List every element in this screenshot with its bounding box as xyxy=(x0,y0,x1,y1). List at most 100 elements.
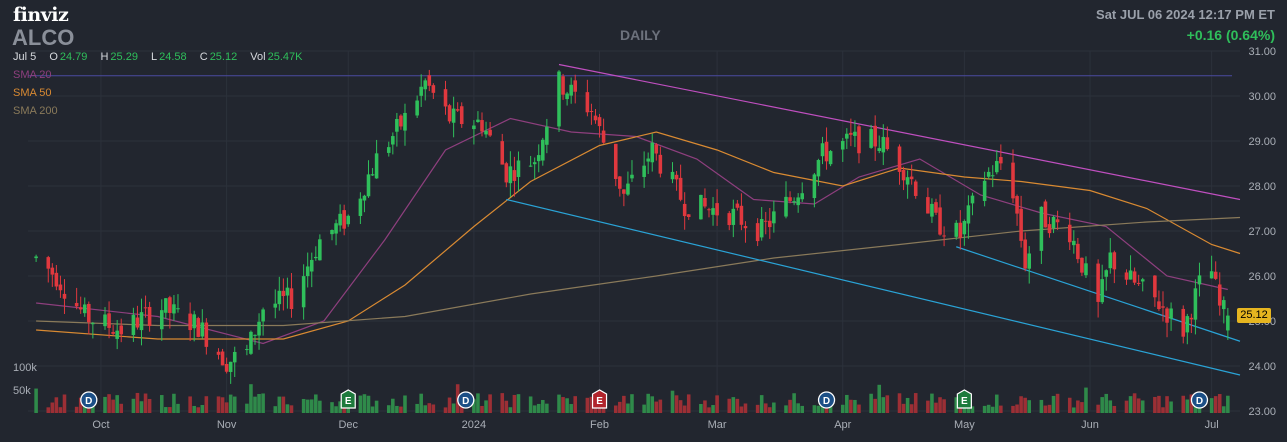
volume-bar xyxy=(427,403,432,413)
volume-bar xyxy=(374,400,379,413)
volume-bar xyxy=(62,394,67,413)
candle-body xyxy=(334,223,338,234)
candle-body xyxy=(707,209,711,211)
candle-body xyxy=(982,180,987,201)
candle-body xyxy=(585,92,590,113)
volume-bar xyxy=(654,401,659,413)
candle-body xyxy=(472,125,476,130)
candle-body xyxy=(768,220,772,228)
volume-bar xyxy=(1132,393,1137,413)
trendline-lower xyxy=(506,198,1241,376)
candle-body xyxy=(1222,300,1226,310)
volume-bar xyxy=(658,399,663,413)
volume-bar xyxy=(703,400,707,413)
volume-bar xyxy=(1039,399,1044,413)
volume-bar xyxy=(731,397,736,413)
legend-sma50[interactable]: SMA 50 xyxy=(13,87,52,99)
candle-body xyxy=(403,112,407,131)
volume-bar xyxy=(301,398,306,413)
volume-bar xyxy=(1047,404,1052,413)
candle-body xyxy=(459,106,464,125)
low-value: 24.58 xyxy=(159,51,187,63)
volume-bar xyxy=(812,405,817,413)
candle-body xyxy=(168,297,172,313)
candle-body xyxy=(954,222,959,237)
candle-body xyxy=(622,189,626,194)
volume-bar xyxy=(115,395,119,413)
volume-bar xyxy=(1080,402,1084,413)
candle-body xyxy=(257,321,261,336)
volume-bar xyxy=(1108,400,1113,413)
candle-body xyxy=(431,85,436,93)
candle-body xyxy=(338,213,342,226)
volume-bar xyxy=(249,384,253,413)
candle-body xyxy=(1027,253,1031,269)
volume-bar xyxy=(743,403,748,413)
candle-body xyxy=(913,181,918,196)
volume-bar xyxy=(451,403,456,413)
candle-body xyxy=(735,203,740,208)
volume-bar xyxy=(642,404,646,413)
volume-bar xyxy=(415,403,419,413)
candle-body xyxy=(938,207,942,235)
candle-body xyxy=(196,318,201,337)
event-label: D xyxy=(462,396,469,407)
volume-bar xyxy=(528,396,533,413)
volume-bar xyxy=(362,394,367,413)
candle-body xyxy=(318,239,322,261)
volume-bar xyxy=(289,405,294,413)
volume-bar xyxy=(224,402,229,413)
candle-body xyxy=(703,198,707,207)
candle-body xyxy=(630,174,634,179)
volume-bar xyxy=(589,396,594,413)
candle-body xyxy=(58,284,63,291)
volume-bar xyxy=(139,401,144,413)
candle-body xyxy=(678,177,683,200)
volume-bar xyxy=(159,395,164,413)
candle-body xyxy=(565,93,569,100)
volume-bar xyxy=(1112,405,1117,413)
candle-body xyxy=(500,141,505,165)
candle-body xyxy=(905,177,910,185)
candle-body xyxy=(613,143,618,179)
finviz-logo[interactable]: finviz xyxy=(13,4,69,26)
candle-body xyxy=(330,229,334,235)
candle-body xyxy=(455,109,460,111)
sma-line-sma200 xyxy=(36,216,1241,327)
volume-bar xyxy=(630,394,634,413)
legend-sma20[interactable]: SMA 20 xyxy=(13,69,52,81)
volume-bar xyxy=(901,403,906,413)
volume-bar xyxy=(800,405,805,413)
timeframe-label: DAILY xyxy=(620,27,661,43)
legend-sma200[interactable]: SMA 200 xyxy=(13,105,58,117)
candle-body xyxy=(1039,206,1044,251)
volume-bar xyxy=(74,406,79,413)
volume-bar xyxy=(1011,405,1015,413)
candle-body xyxy=(772,211,776,224)
volume-bar xyxy=(480,405,484,413)
volume-bar xyxy=(1153,396,1157,413)
event-label: D xyxy=(823,396,830,407)
candle-body xyxy=(853,131,857,136)
candle-body xyxy=(480,120,484,132)
candle-body xyxy=(281,290,286,297)
y-tick-label: 23.00 xyxy=(1248,406,1276,418)
candle-body xyxy=(1067,224,1072,243)
volume-bar xyxy=(103,396,107,413)
volume-bar xyxy=(934,402,938,413)
candle-body xyxy=(788,197,792,201)
volume-bar xyxy=(913,393,918,413)
volume-bar xyxy=(423,405,428,413)
candle-body xyxy=(399,115,403,127)
candle-body xyxy=(536,155,541,162)
candle-body xyxy=(249,331,253,354)
volume-bar xyxy=(107,394,111,413)
candle-body xyxy=(82,304,87,314)
volume-bar xyxy=(938,397,942,413)
candle-body xyxy=(228,361,233,372)
volume-bar xyxy=(982,405,987,413)
candle-body xyxy=(176,308,180,310)
volume-bar xyxy=(686,394,691,413)
volume-bar xyxy=(1189,394,1194,413)
